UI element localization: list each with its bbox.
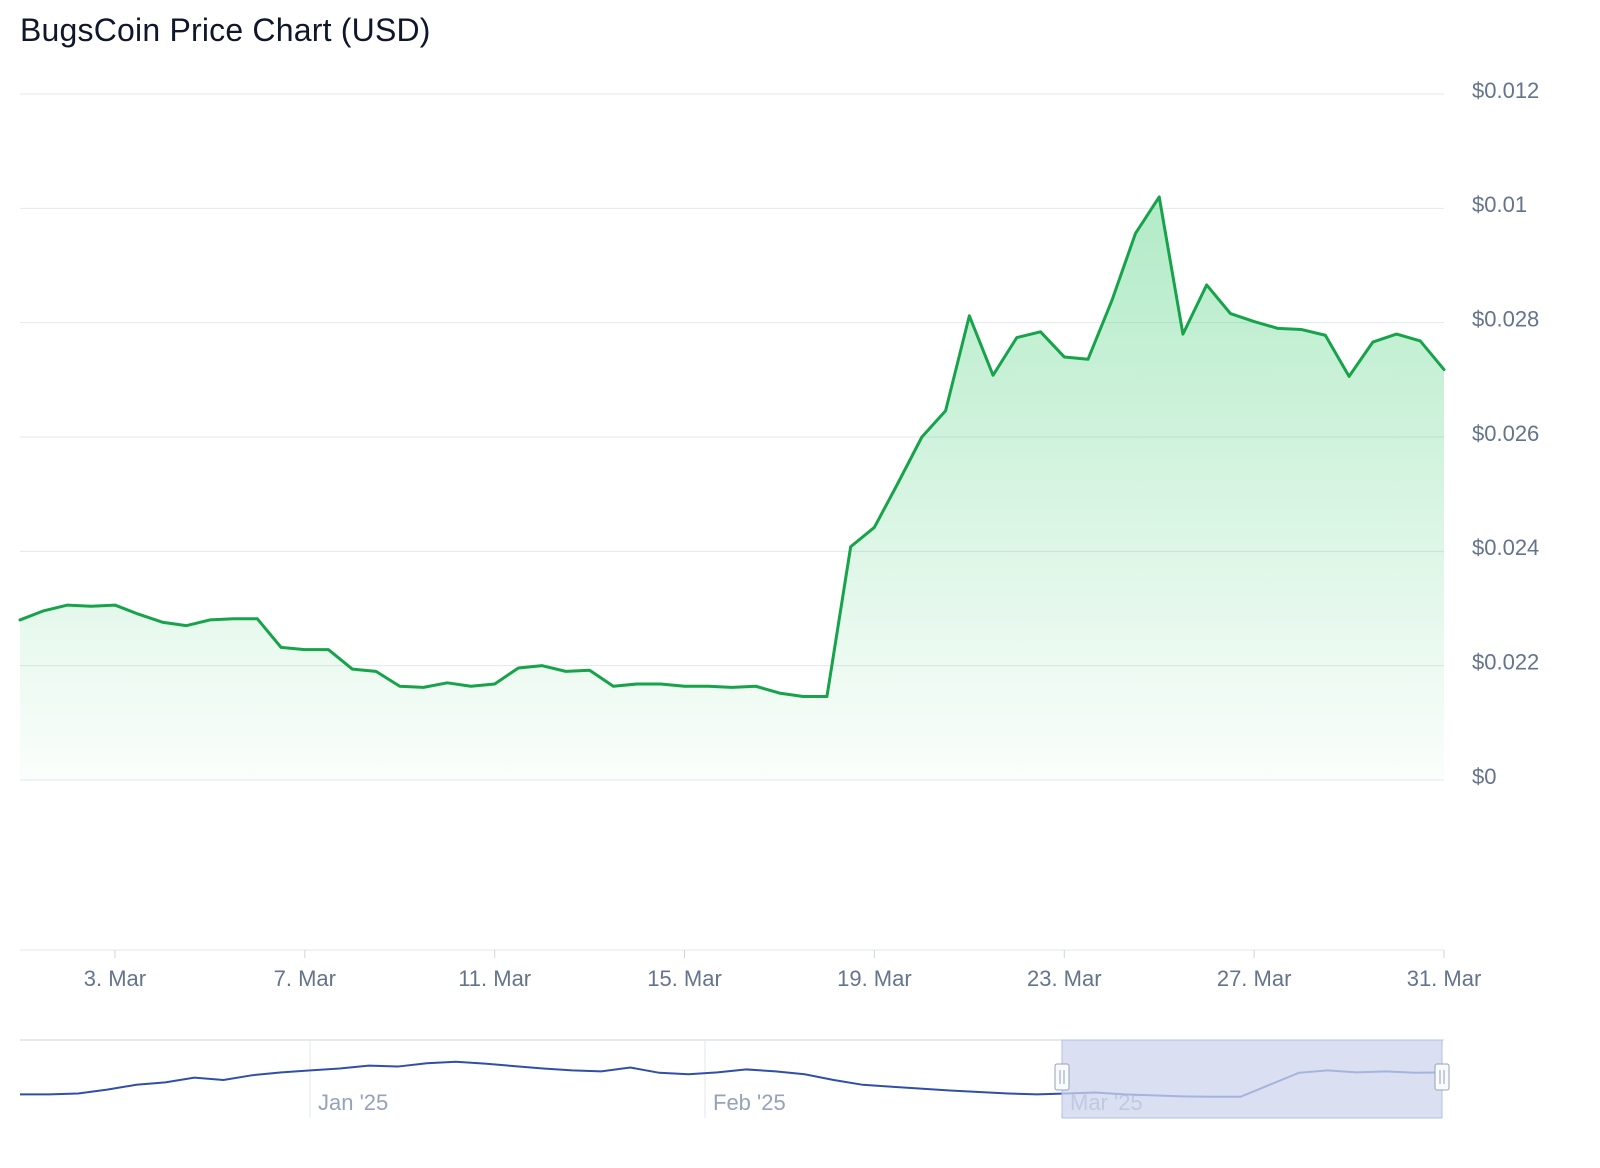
x-tick-label: 11. Mar xyxy=(458,966,531,991)
y-tick-label: $0.026 xyxy=(1472,421,1539,446)
x-tick-label: 31. Mar xyxy=(1407,966,1482,991)
navigator-right-handle[interactable] xyxy=(1434,1063,1450,1091)
x-axis: 3. Mar 7. Mar 11. Mar 15. Mar 19. Mar 23. Mar… xyxy=(20,949,1482,991)
navigator-selection[interactable] xyxy=(1061,1039,1443,1119)
y-tick-label: $0.012 xyxy=(1472,78,1539,103)
y-tick-label: $0.024 xyxy=(1472,535,1539,560)
navigator-left-handle[interactable] xyxy=(1054,1063,1070,1091)
price-line-group[interactable] xyxy=(18,195,1446,699)
x-tick-label: 27. Mar xyxy=(1217,966,1292,991)
x-tick-label: 19. Mar xyxy=(837,966,912,991)
price-line[interactable] xyxy=(18,195,1446,699)
x-tick-label: 15. Mar xyxy=(647,966,722,991)
price-area xyxy=(20,196,1444,780)
y-tick-label: $0.022 xyxy=(1472,649,1539,674)
x-tick-label: 23. Mar xyxy=(1027,966,1102,991)
handle-body[interactable] xyxy=(1434,1063,1450,1091)
y-tick-label: $0.028 xyxy=(1472,306,1539,331)
navigator-month-label: Feb '25 xyxy=(713,1090,786,1115)
chart-title: BugsCoin Price Chart (USD) xyxy=(20,12,431,48)
y-tick-label: $0.01 xyxy=(1472,192,1527,217)
navigator-month-label: Jan '25 xyxy=(318,1090,388,1115)
y-tick-label: $0 xyxy=(1472,764,1496,789)
price-area-fill xyxy=(20,196,1444,780)
x-tick-label: 7. Mar xyxy=(274,966,336,991)
x-tick-label: 3. Mar xyxy=(84,966,146,991)
y-axis: $0 $0.022 $0.024 $0.026 $0.028 $0.01 $0.012 xyxy=(1472,78,1539,789)
handle-body[interactable] xyxy=(1054,1063,1070,1091)
